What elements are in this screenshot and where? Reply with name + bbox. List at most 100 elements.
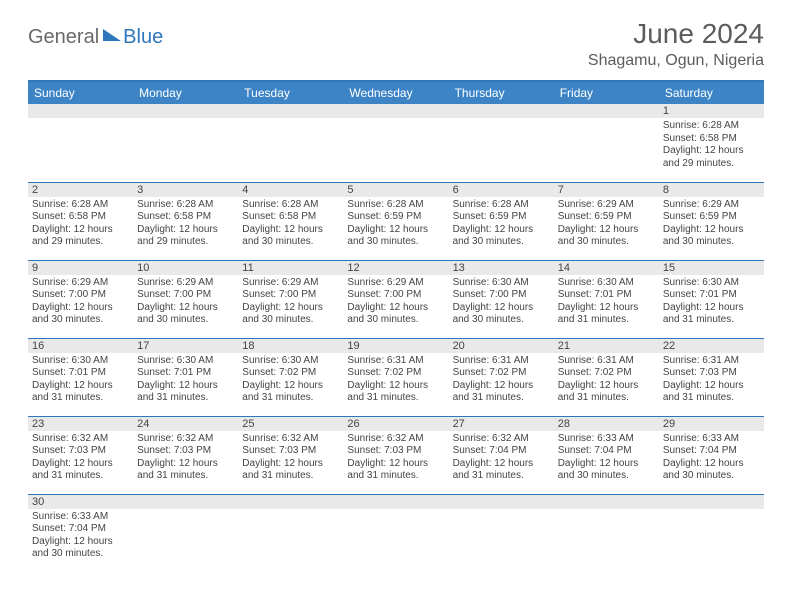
- day-number: [554, 104, 659, 118]
- weekday-header: Saturday: [659, 81, 764, 104]
- location: Shagamu, Ogun, Nigeria: [588, 52, 764, 70]
- day-details: Sunrise: 6:32 AMSunset: 7:03 PMDaylight:…: [28, 431, 133, 487]
- day-details: Sunrise: 6:32 AMSunset: 7:04 PMDaylight:…: [449, 431, 554, 487]
- calendar-row: 2Sunrise: 6:28 AMSunset: 6:58 PMDaylight…: [28, 182, 764, 260]
- day-number: 30: [28, 495, 133, 509]
- day-number: [449, 104, 554, 118]
- day-details: Sunrise: 6:30 AMSunset: 7:01 PMDaylight:…: [554, 275, 659, 331]
- calendar-cell: 17Sunrise: 6:30 AMSunset: 7:01 PMDayligh…: [133, 338, 238, 416]
- day-number: [343, 495, 448, 509]
- logo-triangle-icon: [103, 29, 121, 41]
- day-number: [659, 495, 764, 509]
- calendar-cell: 28Sunrise: 6:33 AMSunset: 7:04 PMDayligh…: [554, 416, 659, 494]
- calendar-cell: 9Sunrise: 6:29 AMSunset: 7:00 PMDaylight…: [28, 260, 133, 338]
- day-details: Sunrise: 6:32 AMSunset: 7:03 PMDaylight:…: [238, 431, 343, 487]
- day-number: 15: [659, 261, 764, 275]
- day-number: [28, 104, 133, 118]
- calendar-cell: [133, 494, 238, 572]
- day-number: 24: [133, 417, 238, 431]
- weekday-header-row: Sunday Monday Tuesday Wednesday Thursday…: [28, 81, 764, 104]
- day-details: Sunrise: 6:28 AMSunset: 6:58 PMDaylight:…: [238, 197, 343, 253]
- day-number: [238, 104, 343, 118]
- day-number: 9: [28, 261, 133, 275]
- weekday-header: Monday: [133, 81, 238, 104]
- day-number: 26: [343, 417, 448, 431]
- calendar-table: Sunday Monday Tuesday Wednesday Thursday…: [28, 80, 764, 572]
- calendar-cell: 24Sunrise: 6:32 AMSunset: 7:03 PMDayligh…: [133, 416, 238, 494]
- day-details: Sunrise: 6:32 AMSunset: 7:03 PMDaylight:…: [343, 431, 448, 487]
- weekday-header: Thursday: [449, 81, 554, 104]
- calendar-cell: [343, 494, 448, 572]
- calendar-row: 1Sunrise: 6:28 AMSunset: 6:58 PMDaylight…: [28, 104, 764, 182]
- day-details: Sunrise: 6:30 AMSunset: 7:01 PMDaylight:…: [28, 353, 133, 409]
- calendar-row: 9Sunrise: 6:29 AMSunset: 7:00 PMDaylight…: [28, 260, 764, 338]
- calendar-body: 1Sunrise: 6:28 AMSunset: 6:58 PMDaylight…: [28, 104, 764, 572]
- calendar-cell: 10Sunrise: 6:29 AMSunset: 7:00 PMDayligh…: [133, 260, 238, 338]
- weekday-header: Sunday: [28, 81, 133, 104]
- calendar-cell: 12Sunrise: 6:29 AMSunset: 7:00 PMDayligh…: [343, 260, 448, 338]
- day-number: 13: [449, 261, 554, 275]
- calendar-cell: [343, 104, 448, 182]
- day-number: 10: [133, 261, 238, 275]
- day-details: Sunrise: 6:29 AMSunset: 7:00 PMDaylight:…: [133, 275, 238, 331]
- calendar-cell: [238, 494, 343, 572]
- day-details: Sunrise: 6:31 AMSunset: 7:03 PMDaylight:…: [659, 353, 764, 409]
- calendar-cell: 29Sunrise: 6:33 AMSunset: 7:04 PMDayligh…: [659, 416, 764, 494]
- day-details: Sunrise: 6:28 AMSunset: 6:59 PMDaylight:…: [343, 197, 448, 253]
- day-number: [449, 495, 554, 509]
- day-details: Sunrise: 6:29 AMSunset: 6:59 PMDaylight:…: [554, 197, 659, 253]
- title-block: June 2024 Shagamu, Ogun, Nigeria: [588, 18, 764, 70]
- calendar-cell: [449, 494, 554, 572]
- calendar-cell: 18Sunrise: 6:30 AMSunset: 7:02 PMDayligh…: [238, 338, 343, 416]
- calendar-cell: [449, 104, 554, 182]
- weekday-header: Friday: [554, 81, 659, 104]
- calendar-cell: 14Sunrise: 6:30 AMSunset: 7:01 PMDayligh…: [554, 260, 659, 338]
- day-number: [133, 495, 238, 509]
- calendar-cell: 13Sunrise: 6:30 AMSunset: 7:00 PMDayligh…: [449, 260, 554, 338]
- day-number: 2: [28, 183, 133, 197]
- day-number: 11: [238, 261, 343, 275]
- day-details: Sunrise: 6:33 AMSunset: 7:04 PMDaylight:…: [28, 509, 133, 565]
- day-number: 3: [133, 183, 238, 197]
- calendar-cell: [554, 494, 659, 572]
- calendar-cell: 21Sunrise: 6:31 AMSunset: 7:02 PMDayligh…: [554, 338, 659, 416]
- day-number: 18: [238, 339, 343, 353]
- day-details: Sunrise: 6:28 AMSunset: 6:58 PMDaylight:…: [659, 118, 764, 174]
- calendar-cell: 20Sunrise: 6:31 AMSunset: 7:02 PMDayligh…: [449, 338, 554, 416]
- calendar-cell: [659, 494, 764, 572]
- logo-text-general: General: [28, 26, 99, 49]
- day-details: Sunrise: 6:28 AMSunset: 6:59 PMDaylight:…: [449, 197, 554, 253]
- day-number: [554, 495, 659, 509]
- calendar-cell: 25Sunrise: 6:32 AMSunset: 7:03 PMDayligh…: [238, 416, 343, 494]
- day-number: 7: [554, 183, 659, 197]
- logo: General Blue: [28, 26, 163, 49]
- calendar-cell: 8Sunrise: 6:29 AMSunset: 6:59 PMDaylight…: [659, 182, 764, 260]
- day-details: Sunrise: 6:33 AMSunset: 7:04 PMDaylight:…: [554, 431, 659, 487]
- day-number: 4: [238, 183, 343, 197]
- calendar-cell: 6Sunrise: 6:28 AMSunset: 6:59 PMDaylight…: [449, 182, 554, 260]
- day-details: Sunrise: 6:29 AMSunset: 7:00 PMDaylight:…: [238, 275, 343, 331]
- calendar-cell: 26Sunrise: 6:32 AMSunset: 7:03 PMDayligh…: [343, 416, 448, 494]
- day-details: Sunrise: 6:30 AMSunset: 7:00 PMDaylight:…: [449, 275, 554, 331]
- calendar-cell: 5Sunrise: 6:28 AMSunset: 6:59 PMDaylight…: [343, 182, 448, 260]
- calendar-cell: [238, 104, 343, 182]
- calendar-cell: 23Sunrise: 6:32 AMSunset: 7:03 PMDayligh…: [28, 416, 133, 494]
- calendar-cell: 27Sunrise: 6:32 AMSunset: 7:04 PMDayligh…: [449, 416, 554, 494]
- day-number: 17: [133, 339, 238, 353]
- day-details: Sunrise: 6:31 AMSunset: 7:02 PMDaylight:…: [554, 353, 659, 409]
- calendar-cell: 2Sunrise: 6:28 AMSunset: 6:58 PMDaylight…: [28, 182, 133, 260]
- day-details: Sunrise: 6:33 AMSunset: 7:04 PMDaylight:…: [659, 431, 764, 487]
- day-details: Sunrise: 6:28 AMSunset: 6:58 PMDaylight:…: [28, 197, 133, 253]
- calendar-cell: 3Sunrise: 6:28 AMSunset: 6:58 PMDaylight…: [133, 182, 238, 260]
- day-number: 25: [238, 417, 343, 431]
- day-details: Sunrise: 6:30 AMSunset: 7:01 PMDaylight:…: [133, 353, 238, 409]
- calendar-cell: 30Sunrise: 6:33 AMSunset: 7:04 PMDayligh…: [28, 494, 133, 572]
- logo-text-blue: Blue: [123, 26, 163, 49]
- calendar-cell: 11Sunrise: 6:29 AMSunset: 7:00 PMDayligh…: [238, 260, 343, 338]
- day-details: Sunrise: 6:29 AMSunset: 7:00 PMDaylight:…: [343, 275, 448, 331]
- calendar-row: 30Sunrise: 6:33 AMSunset: 7:04 PMDayligh…: [28, 494, 764, 572]
- day-details: Sunrise: 6:29 AMSunset: 6:59 PMDaylight:…: [659, 197, 764, 253]
- month-title: June 2024: [588, 18, 764, 50]
- day-number: 16: [28, 339, 133, 353]
- calendar-row: 16Sunrise: 6:30 AMSunset: 7:01 PMDayligh…: [28, 338, 764, 416]
